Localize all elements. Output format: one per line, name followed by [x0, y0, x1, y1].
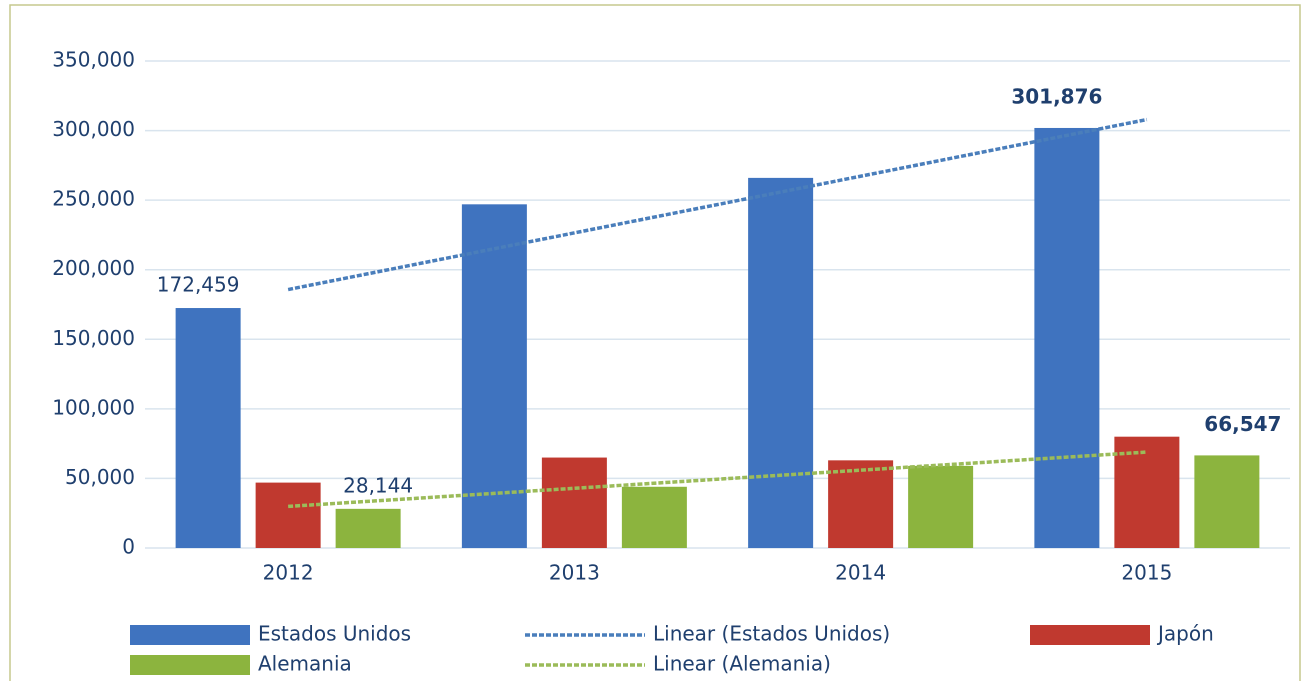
y-tick-label: 150,000	[52, 326, 135, 350]
y-tick-label: 0	[122, 535, 135, 559]
x-tick-label: 2014	[835, 561, 886, 585]
legend-label: Estados Unidos	[258, 622, 411, 646]
y-tick-label: 300,000	[52, 117, 135, 141]
data-label: 66,547	[1204, 412, 1281, 436]
trendline	[288, 450, 1147, 509]
legend-label: Alemania	[258, 652, 352, 676]
y-tick-label: 100,000	[52, 395, 135, 419]
legend-label: Linear (Alemania)	[653, 652, 831, 676]
bar	[335, 508, 401, 548]
y-tick-label: 50,000	[65, 465, 135, 489]
x-tick-label: 2012	[263, 561, 314, 585]
legend-swatch	[130, 655, 250, 675]
bar	[175, 308, 241, 548]
bar	[621, 486, 687, 548]
y-tick-label: 200,000	[52, 256, 135, 280]
data-label: 28,144	[343, 473, 413, 497]
x-tick-label: 2013	[549, 561, 600, 585]
bar	[1194, 455, 1260, 548]
bar	[828, 460, 894, 548]
bar	[748, 177, 814, 548]
bar	[255, 482, 321, 548]
bar	[1114, 436, 1180, 548]
legend-swatch	[1030, 625, 1150, 645]
legend-swatch	[130, 625, 250, 645]
legend-label: Linear (Estados Unidos)	[653, 622, 890, 646]
y-tick-label: 250,000	[52, 187, 135, 211]
legend-label: Japón	[1156, 622, 1214, 646]
bar	[541, 457, 607, 548]
x-tick-label: 2015	[1121, 561, 1172, 585]
trendline	[287, 117, 1148, 292]
y-tick-label: 350,000	[52, 48, 135, 72]
bar	[1034, 127, 1100, 548]
data-label: 172,459	[157, 273, 240, 297]
bar	[908, 465, 974, 548]
data-label: 301,876	[1011, 84, 1102, 108]
